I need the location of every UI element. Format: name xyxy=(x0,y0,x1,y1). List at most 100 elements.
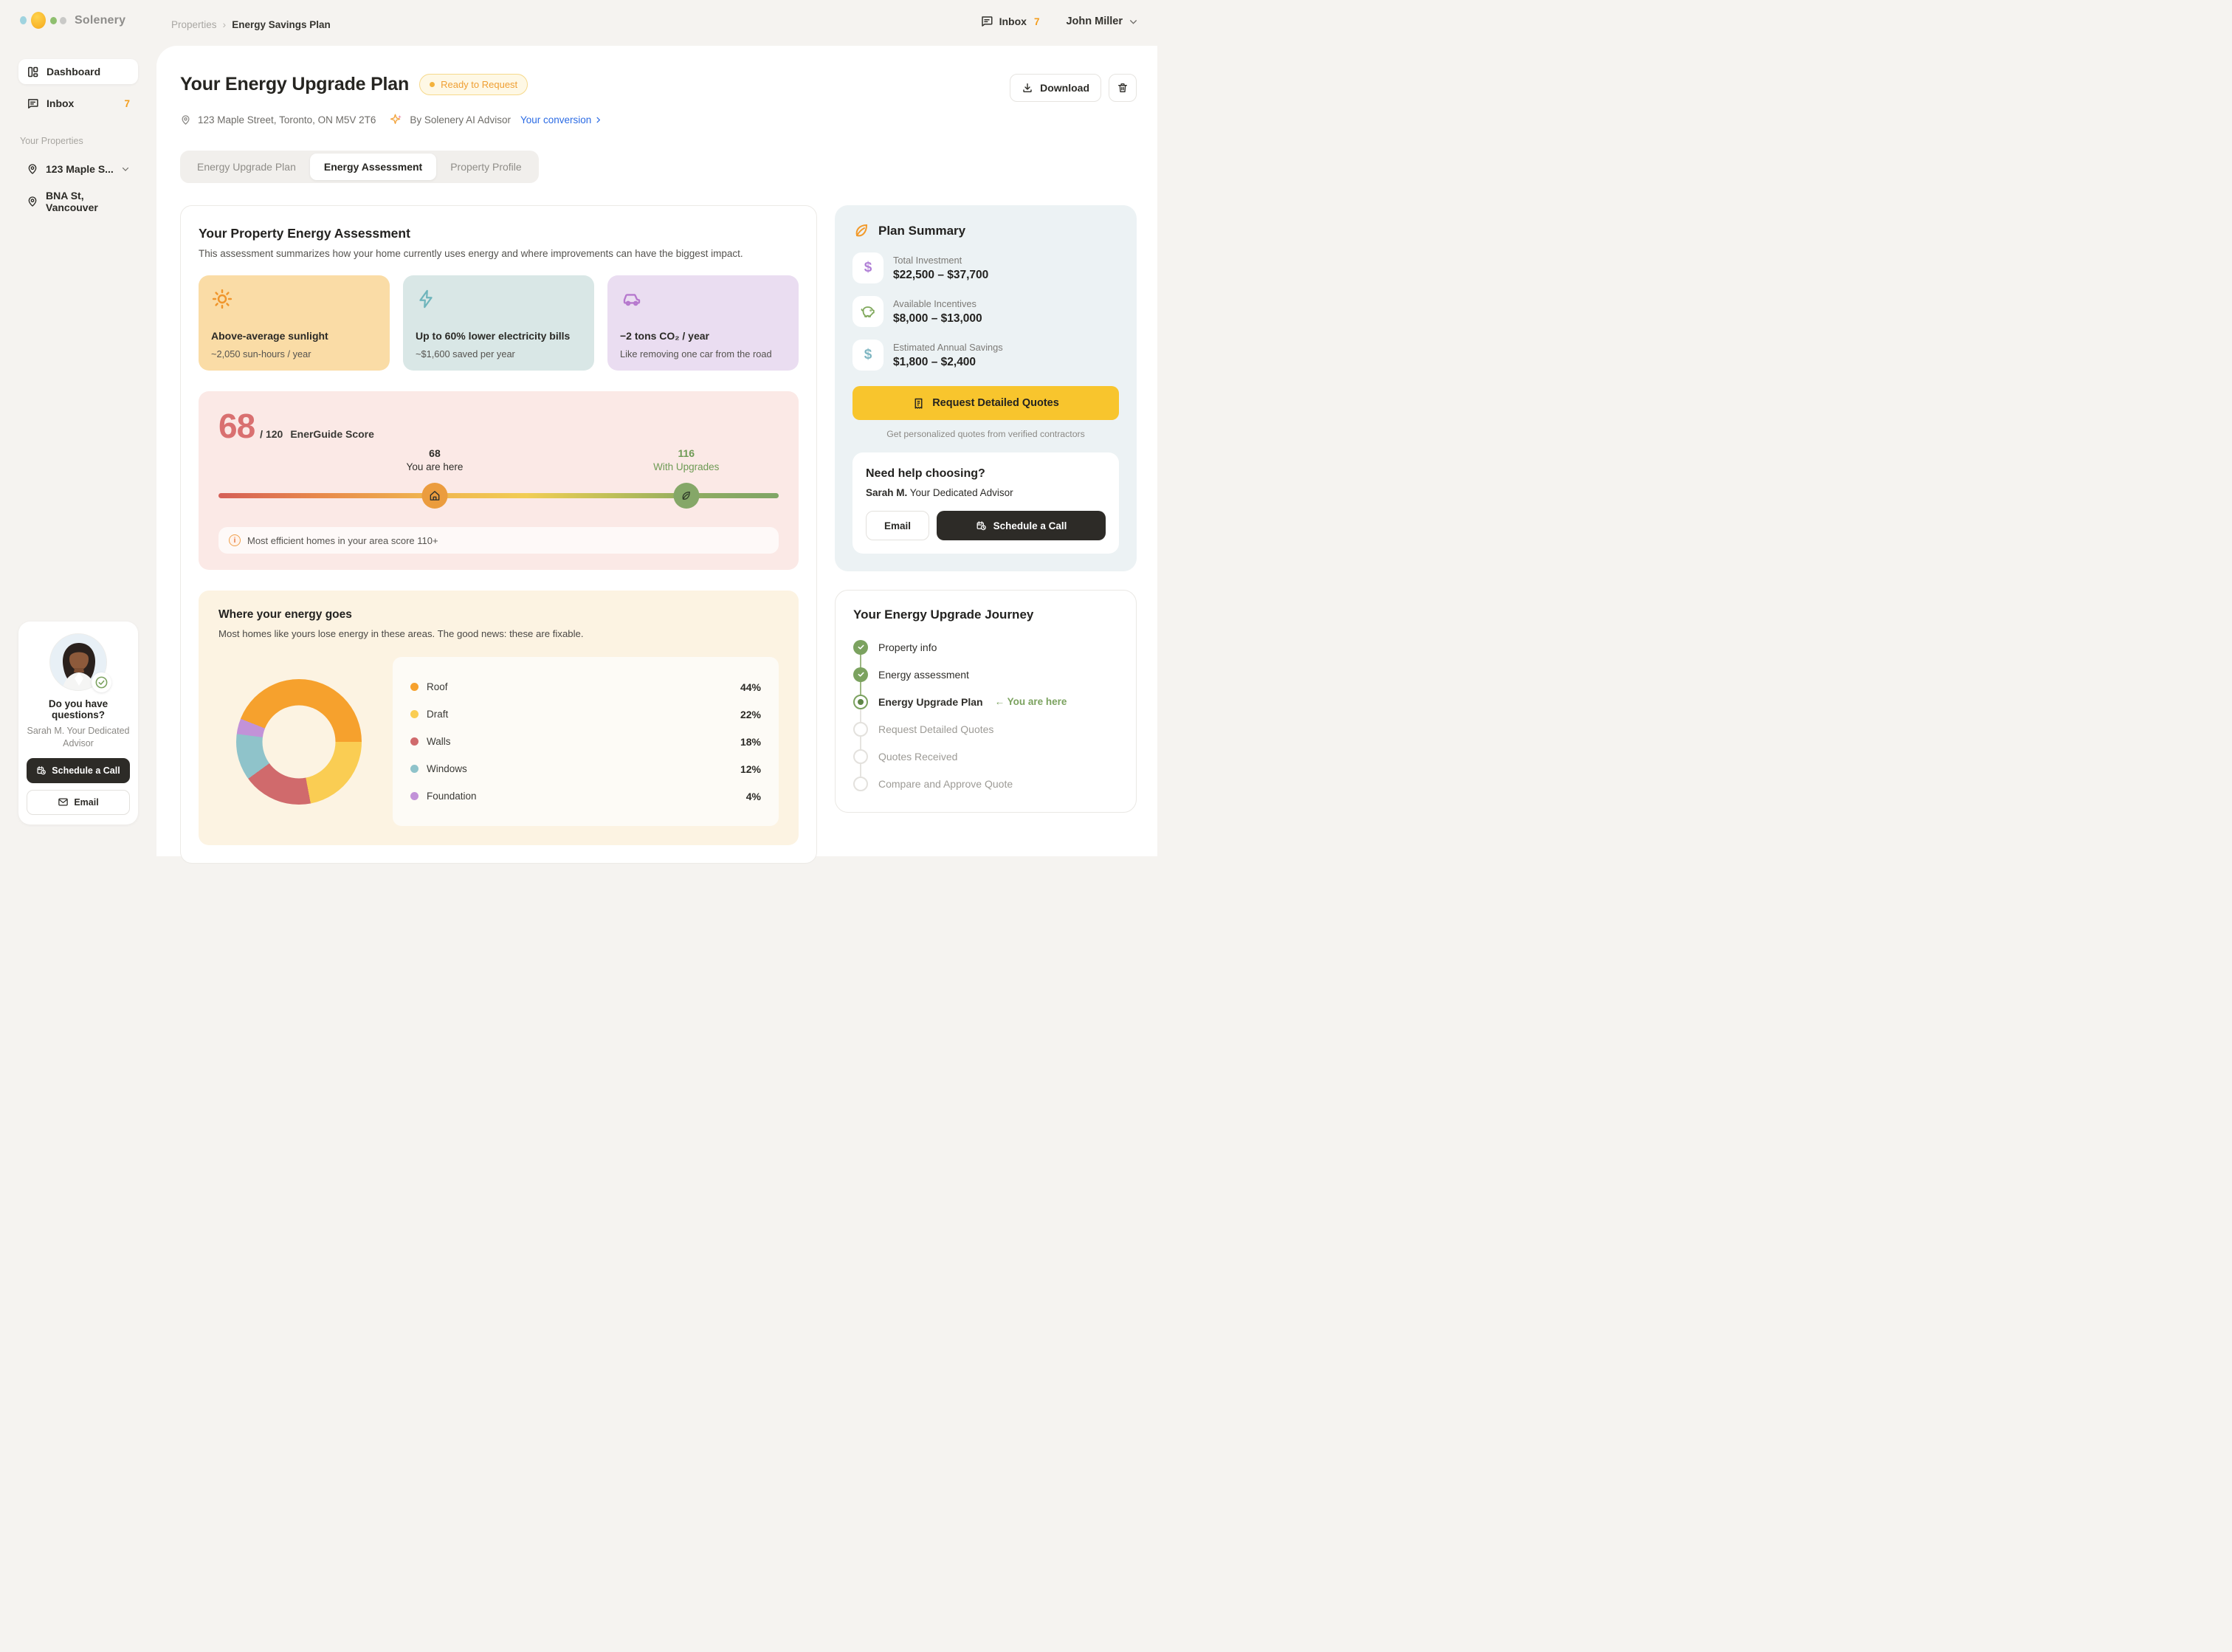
sidebar-item-property-2[interactable]: BNA St, Vancouver xyxy=(18,189,138,214)
calendar-clock-icon xyxy=(976,520,986,530)
inbox-count-badge: 7 xyxy=(1033,16,1040,27)
chevron-down-icon xyxy=(121,165,130,173)
highlight-title: −2 tons CO₂ / year xyxy=(620,330,709,342)
breadcrumb-parent[interactable]: Properties xyxy=(171,18,217,30)
receipt-icon xyxy=(914,398,923,409)
highlight-subtitle: ~$1,600 saved per year xyxy=(416,348,515,359)
breadcrumb-current: Energy Savings Plan xyxy=(232,18,331,30)
download-button[interactable]: Download xyxy=(1010,74,1101,102)
calendar-clock-icon xyxy=(36,765,46,776)
energuide-score-card: 68 / 120 EnerGuide Score 68 You are here… xyxy=(199,391,799,570)
car-icon xyxy=(620,288,786,310)
tab-energy-assessment[interactable]: Energy Assessment xyxy=(309,154,437,180)
email-button[interactable]: Email xyxy=(27,789,130,815)
journey-step-energy-assessment: Energy assessment xyxy=(853,661,1118,688)
logo-dot-green xyxy=(50,16,57,24)
radio-current-icon xyxy=(853,694,868,709)
main-panel: Your Energy Upgrade Plan Ready to Reques… xyxy=(156,46,1157,864)
chat-bubble-icon xyxy=(980,15,993,28)
delete-button[interactable] xyxy=(1109,74,1137,102)
status-badge: Ready to Request xyxy=(419,74,528,95)
sidebar-dashboard-label: Dashboard xyxy=(46,66,101,78)
upgraded-score-marker[interactable] xyxy=(673,483,700,509)
dollar-icon: $ xyxy=(852,252,884,283)
tab-property-profile[interactable]: Property Profile xyxy=(450,161,522,173)
page-title: Your Energy Upgrade Plan xyxy=(180,74,410,94)
highlight-subtitle: Like removing one car from the road xyxy=(620,348,772,359)
radio-empty-icon xyxy=(853,748,868,764)
journey-title: Your Energy Upgrade Journey xyxy=(853,608,1034,622)
journey-step-property-info: Property info xyxy=(853,633,1118,661)
sidebar-item-inbox[interactable]: Inbox 7 xyxy=(18,91,138,116)
legend-item: Windows 12% xyxy=(410,755,761,782)
map-pin-icon xyxy=(27,163,38,175)
chevron-right-icon xyxy=(596,117,601,123)
assessment-subtitle: This assessment summarizes how your home… xyxy=(199,248,743,259)
check-circle-icon xyxy=(853,639,868,655)
legend-dot-foundation xyxy=(410,792,418,800)
advisor-avatar xyxy=(49,633,107,691)
upgrade-journey-card: Your Energy Upgrade Journey Property inf… xyxy=(835,590,1137,813)
cta-caption: Get personalized quotes from verified co… xyxy=(886,429,1085,439)
legend-dot-walls xyxy=(410,737,418,746)
energy-breakdown-card: Where your energy goes Most homes like y… xyxy=(199,591,799,845)
sidebar-item-property-1[interactable]: 123 Maple S... xyxy=(18,156,138,182)
chevron-down-icon xyxy=(1129,17,1138,27)
sidebar-item-dashboard[interactable]: Dashboard xyxy=(18,59,138,84)
highlight-card-co2: −2 tons CO₂ / year Like removing one car… xyxy=(607,275,799,371)
leaf-icon xyxy=(855,224,868,237)
check-circle-icon xyxy=(853,667,868,682)
score-note: i Most efficient homes in your area scor… xyxy=(218,527,779,554)
journey-rail xyxy=(860,642,861,787)
advisor-question: Do you have questions? xyxy=(48,698,108,720)
schedule-call-button[interactable]: Schedule a Call xyxy=(27,757,130,783)
summary-row-investment: $ Total Investment $22,500 – $37,700 xyxy=(852,252,1119,283)
current-score-marker[interactable] xyxy=(421,483,448,509)
map-pin-icon xyxy=(27,196,38,207)
legend-item: Walls 18% xyxy=(410,728,761,755)
lightning-bolt-icon xyxy=(416,288,582,310)
advisor-name: Sarah M. Your Dedicated Advisor xyxy=(27,726,130,748)
help-email-button[interactable]: Email xyxy=(866,511,929,540)
dollar-icon: $ xyxy=(852,340,884,371)
summary-row-incentives: Available Incentives $8,000 – $13,000 xyxy=(852,296,1119,327)
help-card: Need help choosing? Sarah M. Your Dedica… xyxy=(852,452,1119,554)
journey-step-energy-upgrade-plan: Energy Upgrade Plan ← You are here xyxy=(853,688,1118,715)
conversion-link[interactable]: Your conversion xyxy=(520,114,602,125)
radio-empty-icon xyxy=(853,721,868,737)
app-logo: Solenery xyxy=(20,12,125,29)
help-schedule-call-button[interactable]: Schedule a Call xyxy=(937,511,1106,540)
tab-energy-upgrade-plan[interactable]: Energy Upgrade Plan xyxy=(197,161,296,173)
sidebar-property-2-label: BNA St, Vancouver xyxy=(46,190,98,213)
logo-dot-gray xyxy=(60,16,66,24)
download-label: Download xyxy=(1040,82,1089,94)
byline-text: By Solenery AI Advisor xyxy=(410,114,511,125)
chevron-right-icon: › xyxy=(222,18,227,30)
user-menu[interactable]: John Miller xyxy=(1066,16,1138,27)
map-pin-icon xyxy=(180,114,191,125)
sparkle-icon xyxy=(390,113,403,126)
legend-dot-draft xyxy=(410,710,418,718)
legend-dot-windows xyxy=(410,765,418,773)
energy-donut-chart xyxy=(236,678,362,805)
email-label: Email xyxy=(74,796,99,808)
energy-legend: Roof 44% Draft 22% Walls 18% xyxy=(393,657,779,826)
score-slider: 68 You are here 116 With Upgrades xyxy=(218,447,779,518)
envelope-icon xyxy=(58,796,69,808)
schedule-call-label: Schedule a Call xyxy=(52,765,120,776)
logo-dot-orange xyxy=(31,12,46,29)
status-badge-label: Ready to Request xyxy=(441,79,518,90)
plan-summary-card: Plan Summary $ Total Investment $22,500 … xyxy=(835,205,1137,571)
help-title: Need help choosing? xyxy=(866,467,985,480)
status-dot-icon xyxy=(430,82,435,87)
sidebar-property-1-label: 123 Maple S... xyxy=(46,163,114,175)
request-quotes-button[interactable]: Request Detailed Quotes xyxy=(852,386,1119,420)
sun-icon xyxy=(211,288,377,310)
sidebar-inbox-count: 7 xyxy=(124,97,130,109)
score-note-text: Most efficient homes in your area score … xyxy=(247,534,438,546)
topbar-actions: Inbox 7 John Miller xyxy=(980,15,1138,28)
inbox-button[interactable]: Inbox 7 xyxy=(980,15,1040,28)
user-name: John Miller xyxy=(1066,16,1123,27)
you-are-here-label: ← You are here xyxy=(994,696,1067,707)
logo-dot-blue xyxy=(20,16,27,24)
